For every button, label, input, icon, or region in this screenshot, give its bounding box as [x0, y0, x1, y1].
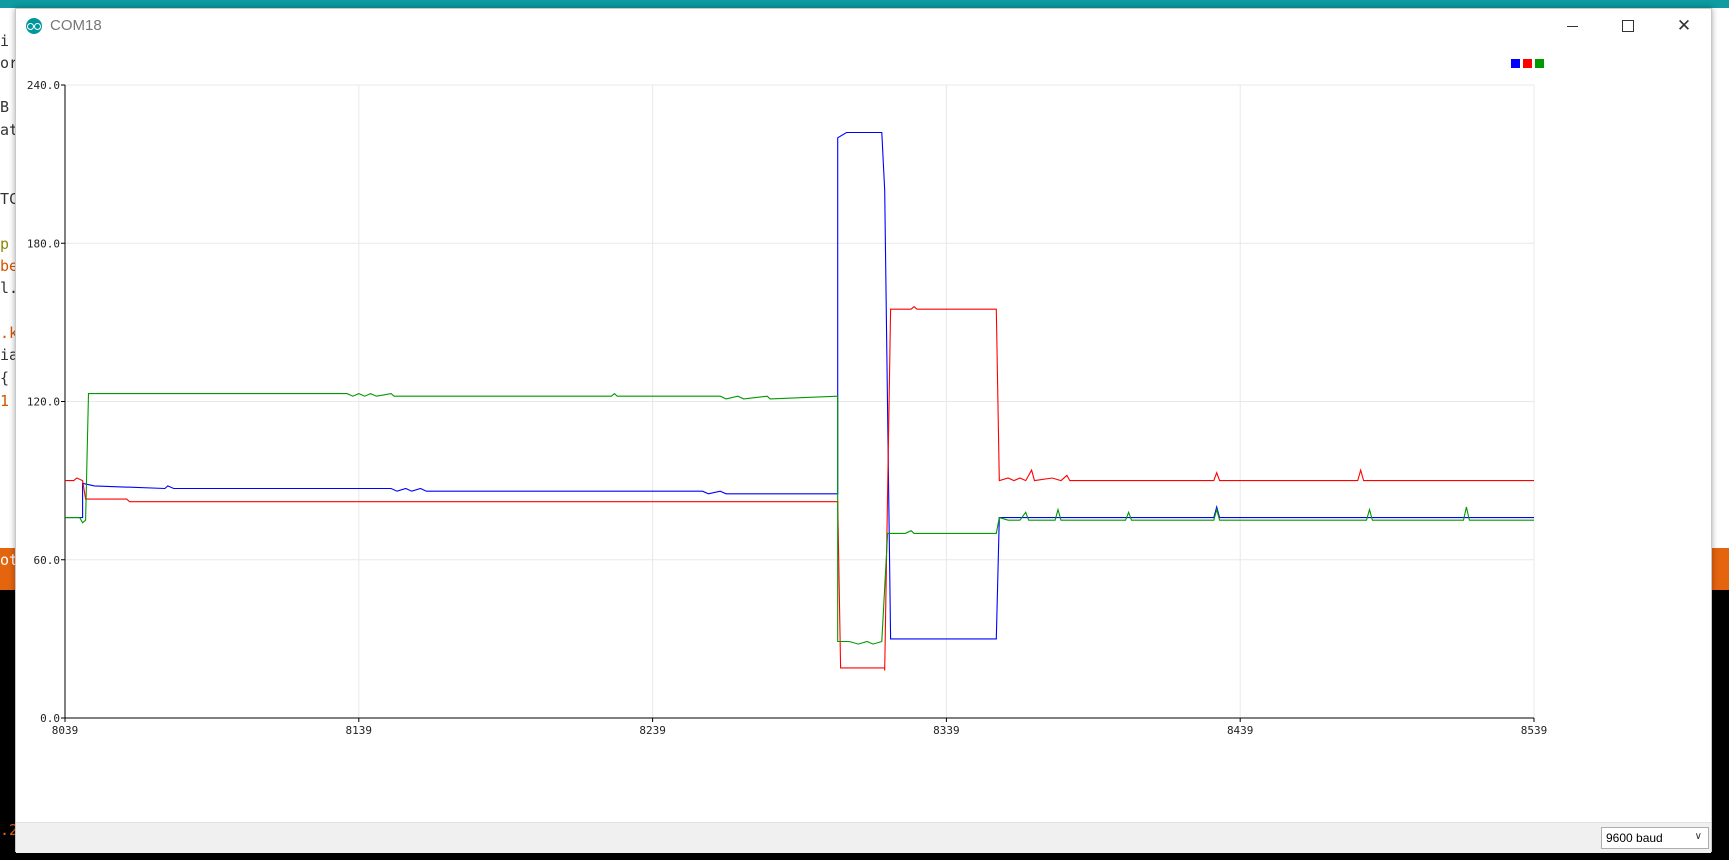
close-button[interactable]: ✕: [1656, 9, 1712, 43]
x-tick-label: 8339: [933, 724, 960, 737]
y-tick-label: 120.0: [27, 396, 60, 409]
code-fragment: .2: [0, 821, 19, 839]
series-line-1: [65, 131, 1534, 640]
ide-bottom-edge: [0, 852, 1729, 860]
minimize-button[interactable]: [1544, 9, 1600, 43]
code-fragment: at: [0, 121, 19, 139]
code-fragment: be: [0, 257, 19, 275]
ide-console: [0, 590, 16, 860]
code-fragment: or: [0, 54, 19, 72]
ide-editor-fragment: [0, 8, 16, 548]
arduino-icon: [26, 18, 42, 34]
code-fragment: l.: [0, 279, 19, 297]
legend-swatch-1: [1511, 59, 1520, 68]
y-tick-label: 240.0: [27, 79, 60, 92]
code-fragment: B: [0, 98, 10, 116]
ide-toolbar-strip: [0, 0, 1729, 8]
code-fragment: 1: [0, 392, 10, 410]
axes: 0.0 60.0 120.0 180.0 240.0 8039 8139 8239 8339 84…: [27, 79, 1547, 737]
maximize-icon: [1622, 20, 1634, 32]
legend: [1511, 59, 1544, 68]
bottom-bar: 9600 baud ∨: [16, 822, 1711, 853]
code-fragment: TC: [0, 190, 19, 208]
minimize-icon: [1566, 25, 1578, 27]
maximize-button[interactable]: [1600, 9, 1656, 43]
legend-swatch-3: [1535, 59, 1544, 68]
x-tick-label: 8039: [52, 724, 79, 737]
baud-rate-select[interactable]: 9600 baud ∨: [1601, 827, 1709, 849]
ide-status-bar-right: [1712, 548, 1729, 590]
baud-rate-value: 9600 baud: [1606, 831, 1663, 845]
grid: [64, 84, 1535, 719]
series-line-2: [65, 305, 1534, 671]
y-tick-label: 180.0: [27, 237, 60, 250]
y-tick-label: 0.0: [40, 712, 60, 725]
serial-plotter-window: COM18 ✕ 0.0 60.0 120.0 180.0 240.0 8039 8139 82…: [15, 8, 1712, 853]
close-icon: ✕: [1676, 16, 1692, 35]
code-fragment: .k: [0, 324, 19, 342]
ide-console-right: [1712, 590, 1729, 860]
series-group: [65, 131, 1534, 671]
chevron-down-icon: ∨: [1694, 831, 1702, 842]
x-tick-label: 8139: [346, 724, 373, 737]
code-fragment: ia: [0, 346, 19, 364]
legend-swatch-2: [1523, 59, 1532, 68]
code-fragment: {: [0, 369, 10, 387]
x-tick-label: 8539: [1521, 724, 1548, 737]
x-tick-label: 8439: [1227, 724, 1254, 737]
code-fragment: p: [0, 235, 10, 253]
series-line-3: [65, 392, 1534, 645]
title-bar[interactable]: COM18 ✕: [16, 9, 1711, 43]
code-fragment: i: [0, 32, 10, 50]
plot-area: 0.0 60.0 120.0 180.0 240.0 8039 8139 8239 8339 84…: [27, 59, 1547, 737]
window-title: COM18: [50, 17, 102, 34]
ide-status-bar: [0, 548, 16, 590]
y-tick-label: 60.0: [34, 554, 61, 567]
code-fragment: ot: [0, 551, 19, 569]
x-tick-label: 8239: [639, 724, 666, 737]
